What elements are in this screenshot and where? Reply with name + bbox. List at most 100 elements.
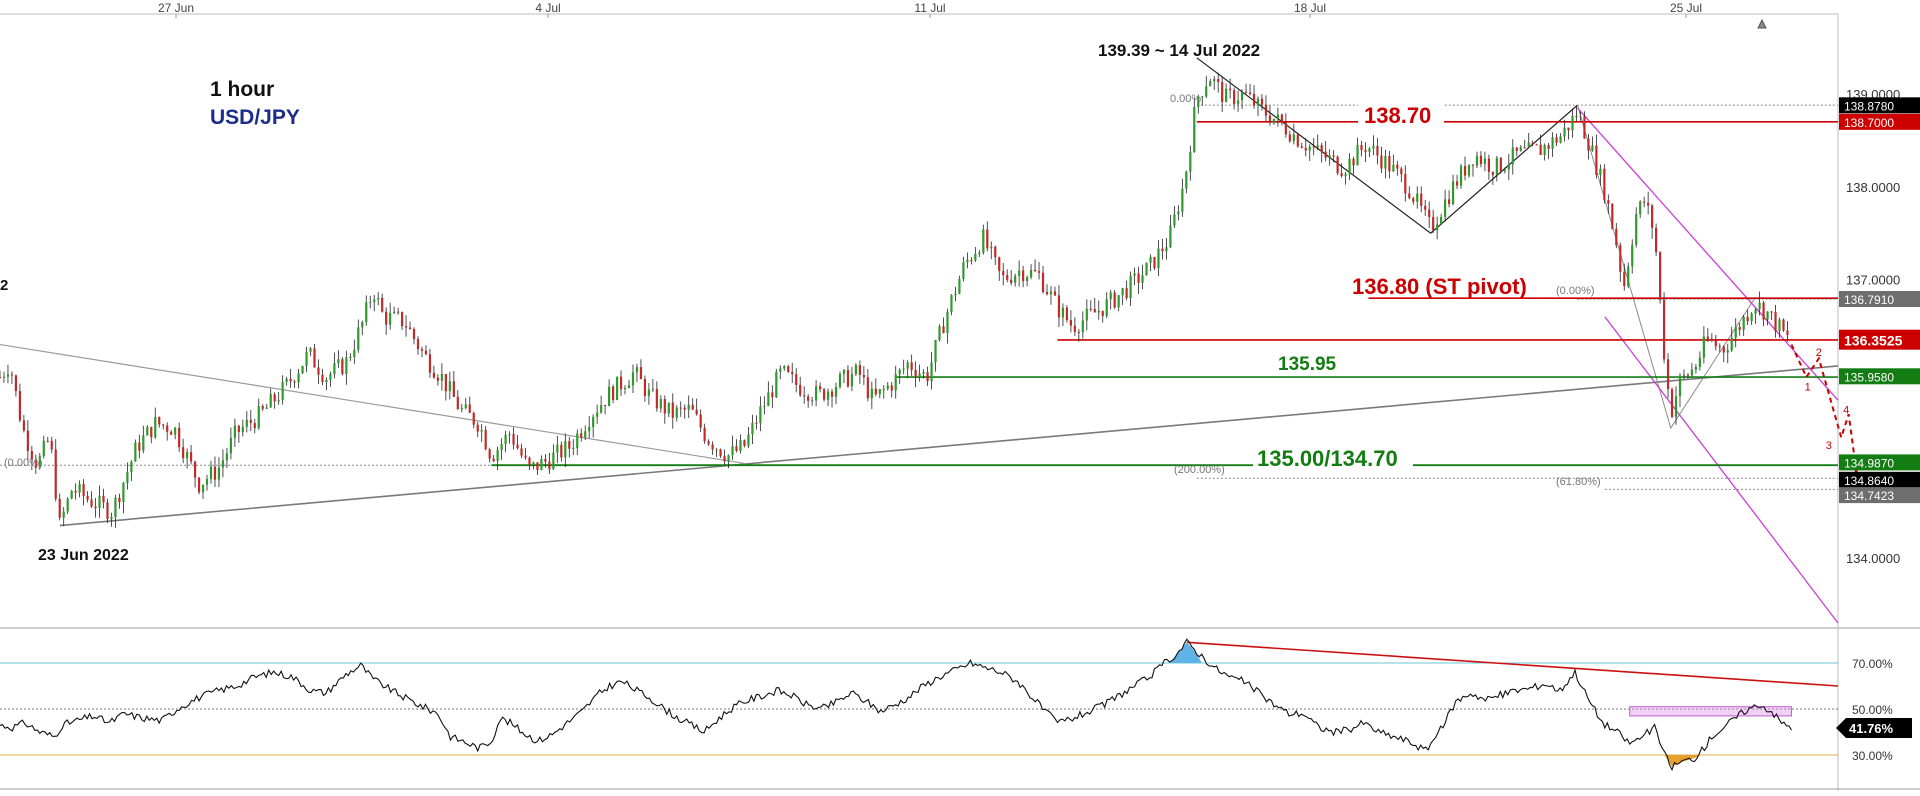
candle-body (313, 348, 316, 368)
candle-body (528, 457, 531, 465)
candle-body (715, 449, 718, 451)
support-label-135-00: 135.00/134.70 (1257, 446, 1398, 471)
date-tick-label: 27 Jun (158, 1, 194, 15)
candle-body (357, 327, 360, 350)
candle-body (850, 374, 854, 387)
candle-body (548, 461, 551, 470)
candle-body (1539, 144, 1542, 156)
candle-body (1169, 225, 1172, 248)
candle-body (1658, 252, 1662, 300)
candle-body (273, 394, 276, 402)
candle-body (1404, 174, 1407, 194)
candle-body (1523, 147, 1526, 149)
candle-body (1702, 336, 1705, 358)
candle-body (193, 461, 197, 478)
candle-body (962, 262, 965, 279)
zigzag-pattern (1196, 57, 1578, 234)
fib-618-label: (61.80%) (1556, 476, 1601, 488)
candle-body (416, 339, 420, 350)
wave-label-3: 3 (1826, 440, 1832, 452)
wave-label-1: 1 (1805, 381, 1811, 393)
candle-body (560, 444, 563, 458)
candle-body (1288, 134, 1291, 142)
fib-0-left-label: (0.00%) (4, 457, 43, 469)
candle-body (1766, 311, 1769, 320)
candle-body (1595, 145, 1598, 175)
fib-0-label: 0.00% (1170, 93, 1201, 105)
candle-body (189, 452, 193, 462)
candle-body (552, 452, 555, 470)
candle-body (1145, 262, 1148, 276)
candle-body (1451, 181, 1455, 204)
candle-body (1432, 216, 1435, 231)
candle-body (285, 378, 288, 382)
candle-body (221, 460, 225, 468)
candle-body (122, 482, 125, 503)
candle-body (261, 406, 264, 409)
high-label: 139.39 ~ 14 Jul 2022 (1098, 41, 1260, 60)
candle-body (834, 387, 838, 397)
candle-body (317, 367, 320, 375)
candle-body (400, 312, 404, 327)
candle-body (1141, 275, 1144, 283)
candle-body (1575, 115, 1578, 117)
price-tick-label: 137.0000 (1846, 273, 1900, 288)
candle-body (830, 391, 834, 397)
candle-body (146, 426, 149, 436)
candle-body (1057, 295, 1061, 318)
candle-body (213, 466, 217, 480)
candle-body (22, 420, 25, 431)
candle-body (604, 405, 607, 407)
candle-body (94, 506, 97, 509)
candle-body (404, 326, 408, 328)
candle-body (1686, 374, 1690, 376)
wave-label-2: 2 (1816, 347, 1822, 359)
candle-body (257, 406, 260, 429)
candle-body (1372, 145, 1375, 149)
candle-body (512, 434, 515, 445)
candle-body (38, 456, 41, 468)
scroll-marker-icon (1757, 18, 1767, 29)
price-tag-box (1839, 471, 1920, 488)
candle-body (584, 431, 587, 438)
candle-body (1591, 145, 1594, 151)
wave-label-4: 4 (1843, 405, 1849, 417)
candle-body (580, 433, 583, 438)
candle-body (998, 257, 1001, 272)
fib-0-right-label: (0.00%) (1556, 285, 1595, 297)
candle-body (767, 392, 770, 407)
candle-body (1762, 302, 1765, 320)
candle-body (600, 405, 603, 413)
candle-body (811, 400, 814, 402)
candle-body (1471, 164, 1475, 166)
candle-body (1726, 350, 1729, 353)
candle-body (727, 455, 730, 462)
candle-body (150, 426, 153, 438)
candle-body (1276, 114, 1280, 119)
candle-body (1463, 166, 1467, 176)
candle-body (1511, 147, 1514, 165)
candle-body (731, 446, 734, 456)
candle-body (1292, 134, 1295, 142)
candle-body (878, 389, 881, 395)
candle-body (130, 461, 133, 473)
candle-body (381, 297, 384, 312)
candle-body (1022, 270, 1025, 282)
candle-body (138, 442, 141, 451)
candle-body (1746, 317, 1749, 322)
candle-body (154, 416, 157, 438)
price-tags: 138.8780 138.7000 136.7910 136.3525 135.9580… (1839, 97, 1920, 504)
price-tick-label: 138.0000 (1846, 180, 1900, 195)
candle-body (838, 373, 842, 388)
candle-body (914, 369, 917, 377)
candle-body (854, 365, 858, 375)
candle-body (1447, 199, 1451, 204)
candle-body (1149, 257, 1152, 263)
candle-body (1364, 150, 1367, 152)
candle-body (325, 379, 328, 383)
candle-body (1236, 100, 1240, 104)
candle-body (934, 340, 937, 363)
date-tick-label: 25 Jul (1670, 1, 1702, 15)
candle-body (1499, 157, 1502, 172)
candle-body (1336, 156, 1339, 174)
